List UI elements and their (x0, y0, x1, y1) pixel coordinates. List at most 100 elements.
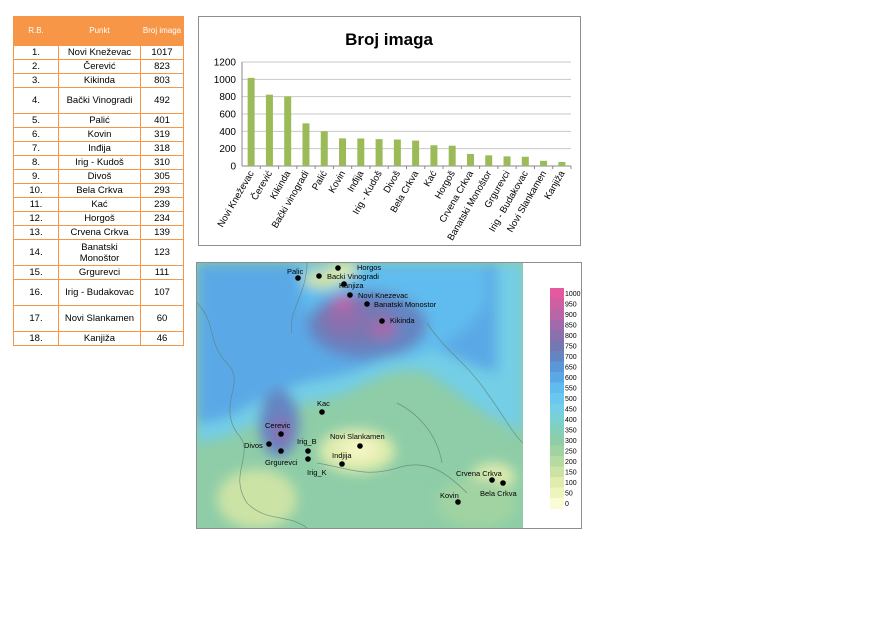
cell-rb: 13. (13, 225, 59, 240)
legend-swatch (550, 319, 564, 331)
table-row: 4. Bački Vinogradi 492 (13, 87, 184, 114)
table-row: 5. Palić 401 (13, 113, 184, 128)
bar (558, 162, 566, 166)
table-row: 10. Bela Crkva 293 (13, 183, 184, 198)
table-body: 1. Novi Kneževac 1017 2. Čerević 823 3. Kikinda… (13, 45, 184, 346)
heat-map: Palic Horgos Backi Vinogradi Kanjiza Novi Kn… (196, 262, 582, 529)
map-point-marker (305, 456, 311, 462)
legend-swatch (550, 309, 564, 320)
bar-chart-svg: Broj imaga 0 200 400 600 800 1000 1200 Novi Knež… (214, 30, 572, 243)
legend-swatch (550, 393, 564, 404)
header-punkt: Punkt (58, 16, 141, 46)
legend-label: 500 (565, 396, 577, 403)
cell-rb: 17. (13, 305, 59, 332)
bar (503, 156, 511, 166)
cell-rb: 18. (13, 331, 59, 346)
cell-count: 111 (140, 265, 184, 280)
bar (521, 156, 529, 166)
cell-punkt: Irig - Budakovac (58, 279, 141, 306)
legend-swatch (550, 298, 564, 310)
data-table: R.B. Punkt Broj imaga 1. Novi Kneževac 101… (13, 16, 184, 346)
table-row: 11. Kać 239 (13, 197, 184, 212)
map-point-marker (335, 265, 341, 271)
map-point-label: Novi Slankamen (330, 432, 385, 441)
cell-rb: 1. (13, 45, 59, 60)
map-point-marker (357, 443, 363, 449)
cell-rb: 16. (13, 279, 59, 306)
cell-punkt: Divoš (58, 169, 141, 184)
map-point-marker (455, 499, 461, 505)
map-point-marker (347, 292, 353, 298)
cell-rb: 12. (13, 211, 59, 226)
legend-label: 650 (565, 365, 577, 372)
legend-label: 150 (565, 470, 577, 477)
map-point-label: Indjija (332, 451, 352, 460)
bar (466, 153, 474, 166)
bar (339, 138, 347, 166)
bar (302, 123, 310, 166)
legend-label: 450 (565, 407, 577, 414)
map-point-marker (305, 448, 311, 454)
table-row: 15. Grgurevci 111 (13, 265, 184, 280)
cell-count: 107 (140, 279, 184, 306)
header-broj-imaga: Broj imaga (140, 16, 184, 46)
table-row: 17. Novi Slankamen 60 (13, 305, 184, 332)
cell-rb: 5. (13, 113, 59, 128)
legend-label: 400 (565, 417, 577, 424)
cell-rb: 3. (13, 73, 59, 88)
legend-swatch (550, 340, 564, 352)
map-point-label: Horgos (357, 263, 381, 272)
legend-label: 350 (565, 428, 577, 435)
map-point-label: Palic (287, 267, 304, 276)
cell-count: 293 (140, 183, 184, 198)
cell-punkt: Bački Vinogradi (58, 87, 141, 114)
legend-swatch (550, 382, 564, 394)
cell-punkt: Irig - Kudoš (58, 155, 141, 170)
cell-rb: 15. (13, 265, 59, 280)
legend-swatch (550, 424, 564, 436)
map-point-marker (278, 431, 284, 437)
table-row: 9. Divoš 305 (13, 169, 184, 184)
cell-rb: 7. (13, 141, 59, 156)
legend-swatch (550, 330, 564, 341)
cell-count: 123 (140, 239, 184, 266)
map-point-marker (319, 409, 325, 415)
legend-swatch (550, 288, 564, 299)
legend-label: 50 (565, 491, 573, 498)
map-point-label: Kovin (440, 491, 459, 500)
y-tick-label: 1200 (214, 58, 237, 69)
y-tick-label: 0 (230, 162, 236, 173)
cell-punkt: Kovin (58, 127, 141, 142)
legend-swatch (550, 372, 564, 383)
legend-label: 850 (565, 323, 577, 330)
legend-swatch (550, 456, 564, 467)
table-row: 13. Crvena Crkva 139 (13, 225, 184, 240)
map-legend: 1000950900850800750700650600550500450400… (550, 288, 581, 509)
table-row: 2. Čerević 823 (13, 59, 184, 74)
legend-label: 950 (565, 302, 577, 309)
cell-count: 823 (140, 59, 184, 74)
legend-label: 800 (565, 333, 577, 340)
legend-swatch (550, 498, 564, 509)
map-point-marker (379, 318, 385, 324)
map-point-marker (266, 441, 272, 447)
y-tick-label: 400 (219, 127, 236, 138)
map-point-label: Irig_B (297, 437, 317, 446)
bar (284, 96, 292, 166)
legend-swatch (550, 487, 564, 499)
bar (393, 139, 401, 166)
bar-chart: Broj imaga 0 200 400 600 800 1000 1200 Novi Knež… (198, 16, 581, 246)
cell-punkt: Čerević (58, 59, 141, 74)
map-point-marker (339, 461, 345, 467)
y-tick-label: 800 (219, 92, 236, 103)
bar (320, 131, 328, 166)
cell-punkt: Grgurevci (58, 265, 141, 280)
cell-rb: 6. (13, 127, 59, 142)
map-point-label: Grgurevci (265, 458, 298, 467)
cell-punkt: Kikinda (58, 73, 141, 88)
table-row: 16. Irig - Budakovac 107 (13, 279, 184, 306)
legend-swatch (550, 414, 564, 425)
table-row: 14. Banatski Monoštor 123 (13, 239, 184, 266)
table-row: 7. Inđija 318 (13, 141, 184, 156)
